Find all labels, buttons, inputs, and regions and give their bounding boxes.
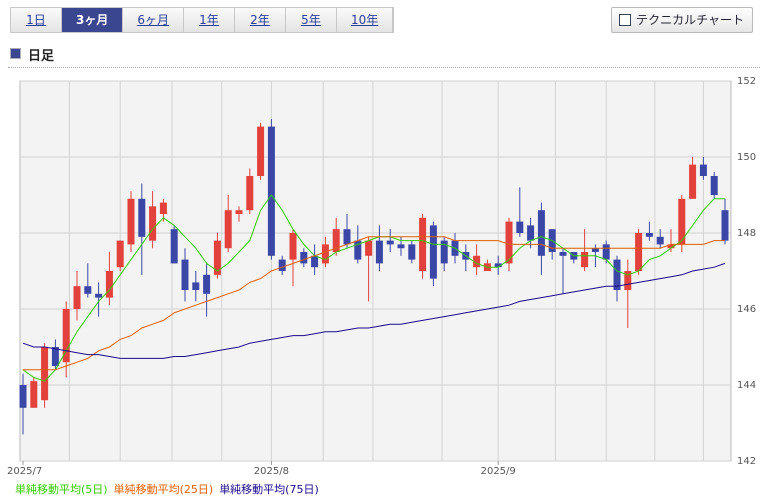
range-tab[interactable]: 6ヶ月 [123,8,184,32]
candle-body [181,259,189,290]
candle-body [127,198,135,245]
candle-body [429,225,437,279]
candle-body [473,255,481,268]
x-tick-label: 2025/8 [254,466,289,477]
candle-body [19,385,27,408]
y-tick-label: 152 [737,76,756,87]
moving-average-line [22,194,725,382]
candle-body [397,244,405,249]
heading: 日足 [10,45,54,64]
range-tab[interactable]: 5年 [286,8,337,32]
y-tick-label: 146 [737,304,756,315]
candle-body [257,126,265,176]
candle-body [30,381,38,408]
candle-body [95,293,103,298]
candle-body [408,244,416,260]
candle-body [559,252,567,256]
legend-entry: 単純移動平均(25日) [114,482,214,496]
plot-area [19,80,732,462]
range-tab[interactable]: 1日 [11,8,62,32]
candle-body [224,210,232,249]
candle-body [84,286,92,294]
candle-body [365,240,373,256]
candle-body [602,244,610,260]
y-tick-label: 144 [737,380,756,391]
candle-body [710,176,718,195]
legend-entry: 単純移動平均(5日) [15,482,108,496]
candle-body [321,244,329,264]
range-tab[interactable]: 10年 [337,8,394,32]
candle-body [386,240,394,245]
candle-body [73,286,81,309]
button-label: テクニカルチャート [636,13,744,27]
candle-body [494,263,502,268]
candle-body [624,271,632,290]
candle-body [62,309,70,363]
candle-body [116,240,124,268]
candle-body [591,248,599,252]
icon [10,48,21,59]
candle-body [138,198,146,237]
candle-body [440,240,448,264]
candle-body [159,202,167,214]
candle-body [343,229,351,245]
candle-body [667,244,675,249]
candle-body [300,252,308,264]
candle-body [192,282,200,290]
y-tick-label: 142 [737,456,756,467]
technical-chart-button[interactable]: テクニカルチャート [611,7,753,33]
icon [619,14,632,26]
candle-body [699,164,707,176]
candle-body [41,347,49,401]
range-tab[interactable]: 2年 [235,8,286,32]
candle-body [613,259,621,290]
candle-body [246,176,254,211]
candle-body [203,274,211,294]
candle-body [645,233,653,237]
candle-body [170,229,178,264]
candle-body [332,229,340,252]
candle-body [289,233,297,260]
candle-body [527,225,535,241]
candle-body [581,252,589,268]
candle-body [656,236,664,245]
range-tabs: 1日 3ヶ月 6ヶ月 1年 2年 5年 10年 [10,7,395,33]
legend-entry: 単純移動平均(75日) [219,482,319,496]
candle-body [689,164,697,199]
candle-body [635,233,643,271]
candle-body [51,347,59,366]
candle-body [678,198,686,245]
x-tick-label: 2025/7 [7,466,42,477]
range-tab[interactable]: 3ヶ月 [62,8,124,32]
y-tick-label: 148 [737,228,756,239]
candle-body [278,259,286,271]
candle-body [505,221,513,264]
separator [8,67,760,68]
candle-body [105,271,113,298]
moving-average-line [22,262,726,359]
candle-body [235,210,243,214]
heading-text: 日足 [28,49,55,64]
candle-body [537,210,545,256]
candle-body [375,240,383,264]
candle-body [213,240,221,275]
candle-body [354,240,362,260]
candle-body [721,210,729,241]
candle-body [516,221,524,233]
x-tick-label: 2025/9 [481,466,516,477]
candle-body [419,217,427,271]
candle-body [149,206,157,241]
moving-average-line [23,236,725,371]
candle-body [267,126,275,256]
candle-body [311,255,319,268]
y-tick-label: 150 [737,152,756,163]
range-tab[interactable]: 1年 [184,8,235,32]
